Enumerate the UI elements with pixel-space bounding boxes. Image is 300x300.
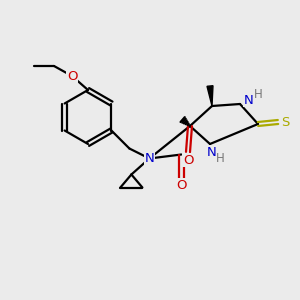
Text: O: O [176, 179, 187, 192]
Text: O: O [183, 154, 193, 166]
Text: H: H [216, 152, 224, 166]
Text: H: H [254, 88, 262, 100]
Text: S: S [281, 116, 289, 128]
Text: N: N [244, 94, 254, 106]
Text: N: N [145, 152, 154, 165]
Text: N: N [207, 146, 217, 158]
Polygon shape [207, 86, 213, 106]
Text: O: O [67, 70, 77, 83]
